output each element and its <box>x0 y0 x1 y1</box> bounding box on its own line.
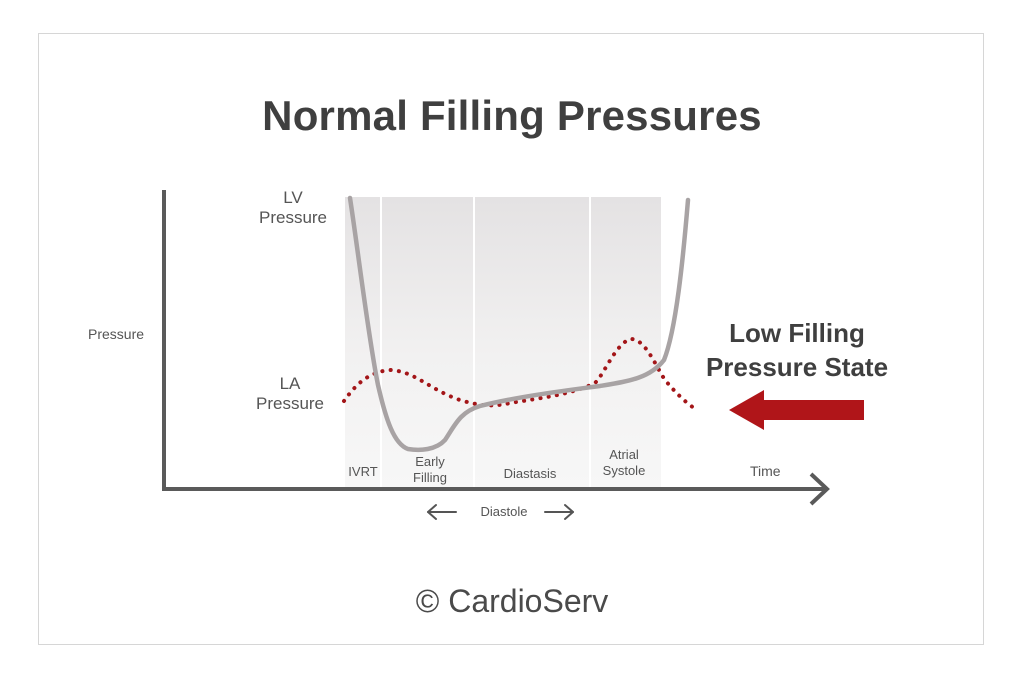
y-axis-label: Pressure <box>88 326 145 342</box>
phase-label-early-filling: Early Filling <box>395 454 465 486</box>
copyright-notice: © CardioServ <box>415 583 609 619</box>
low-filling-pressure-arrow <box>729 390 864 430</box>
x-axis-arrowhead <box>809 472 830 506</box>
la-label-line1: LA <box>279 374 301 393</box>
phase-label-diastasis: Diastasis <box>484 466 576 482</box>
phase-ivrt-line1: IVRT <box>348 464 378 479</box>
la-pressure-label: LA Pressure <box>237 374 343 414</box>
lv-label-line2: Pressure <box>258 208 328 227</box>
phase-label-atrial-systole: Atrial Systole <box>588 447 660 479</box>
diagram-title: Normal Filling Pressures <box>262 92 762 139</box>
phase-diastasis-line1: Diastasis <box>503 466 557 481</box>
phase-early-line1: Early <box>415 454 445 469</box>
state-label-line1: Low Filling <box>729 318 865 348</box>
phase-atrial-line1: Atrial <box>609 447 639 462</box>
state-label-line2: Pressure State <box>705 352 889 382</box>
diastole-phase-band <box>345 197 661 487</box>
diastole-arrowhead-right <box>564 504 574 520</box>
phase-early-line2: Filling <box>413 470 447 485</box>
la-label-line2: Pressure <box>255 394 325 413</box>
low-filling-pressure-state-label: Low Filling Pressure State <box>690 316 904 384</box>
lv-pressure-label: LV Pressure <box>240 188 346 228</box>
phase-atrial-line2: Systole <box>602 463 646 478</box>
diastole-arrowhead-left <box>427 504 437 520</box>
phase-label-ivrt: IVRT <box>344 464 382 480</box>
diastole-label: Diastole <box>480 504 528 519</box>
lv-label-line1: LV <box>283 188 303 207</box>
la-pressure-curve <box>342 337 696 410</box>
x-axis-label: Time <box>750 463 781 479</box>
lv-pressure-curve <box>347 195 691 453</box>
